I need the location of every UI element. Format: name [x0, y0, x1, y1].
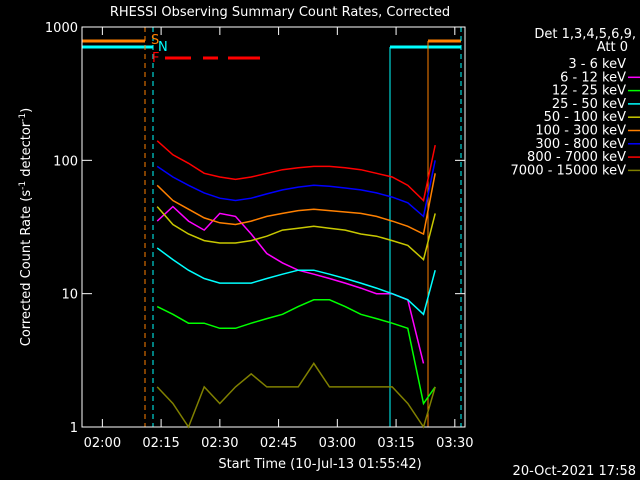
y-label: Corrected Count Rate (s-1 detector-1): [18, 108, 34, 346]
series-line: [156, 247, 436, 316]
y-label-part: -1: [18, 181, 28, 190]
y-tick-label: 1000: [45, 21, 78, 36]
x-tick-label: 03:30: [436, 436, 473, 451]
y-label-part: detector: [19, 121, 34, 181]
series-line: [156, 362, 436, 429]
y-label-part: Corrected Count Rate (s: [19, 190, 34, 347]
legend-label: 25 - 50 keV: [552, 97, 626, 112]
legend-label: 300 - 800 keV: [535, 137, 626, 152]
x-tick-label: 03:00: [319, 436, 356, 451]
legend-label: 50 - 100 keV: [544, 110, 627, 125]
footer: 20-Oct-2021 17:58: [513, 464, 636, 479]
legend-title: Det 1,3,4,5,6,9,: [534, 27, 636, 42]
x-tick-label: 02:15: [142, 436, 179, 451]
legend-label: 800 - 7000 keV: [527, 150, 626, 165]
legend-label: 3 - 6 keV: [568, 57, 626, 72]
y-label-part: ): [19, 108, 34, 113]
series-line: [156, 140, 436, 202]
chart-title: RHESSI Observing Summary Count Rates, Co…: [110, 5, 450, 20]
x-label: Start Time (10-Jul-13 01:55:42): [218, 457, 421, 472]
flag-label: S: [151, 33, 159, 48]
flag-label: F: [152, 51, 159, 66]
x-tick-label: 03:15: [377, 436, 414, 451]
legend-label: 100 - 300 keV: [535, 124, 626, 139]
y-tick-label: 1: [70, 421, 78, 436]
legend-title: Att 0: [597, 40, 628, 55]
flag-label: N: [158, 40, 168, 55]
legend-label: 6 - 12 keV: [560, 70, 626, 85]
series-line: [156, 205, 425, 364]
attenuator-flags: S N F: [82, 27, 462, 427]
series-line: [156, 299, 436, 406]
legend-label: 12 - 25 keV: [552, 84, 626, 99]
plot-frame: [81, 26, 466, 428]
y-tick-label: 100: [53, 154, 78, 169]
y-label-part: -1: [18, 113, 28, 122]
x-tick-label: 02:00: [84, 436, 121, 451]
y-tick-label: 10: [61, 288, 78, 303]
series-line: [156, 160, 436, 218]
series-line: [156, 173, 436, 236]
x-tick-label: 02:45: [260, 436, 297, 451]
series-line: [156, 206, 436, 261]
legend-label: 7000 - 15000 keV: [511, 163, 627, 178]
x-tick-label: 02:30: [201, 436, 238, 451]
